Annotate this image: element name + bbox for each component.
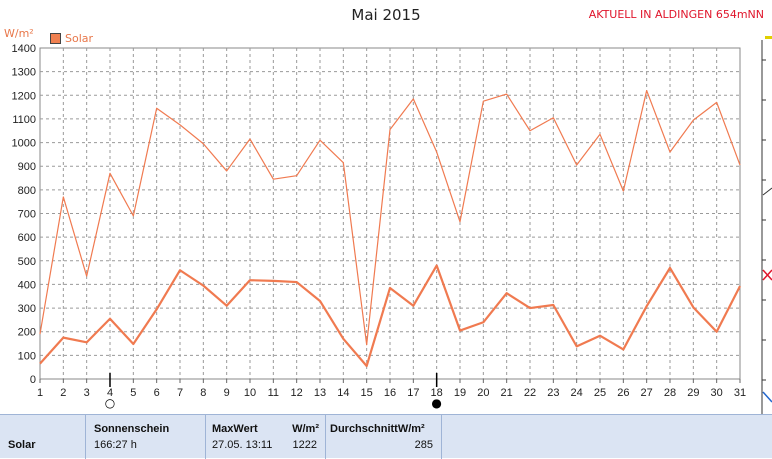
y-tick-label: 1400 [12,43,36,55]
max-value-cell: MaxWert W/m² 27.05. 13:11 1222 [206,415,326,459]
x-tick-label: 5 [130,387,136,399]
legend-label: Solar [65,32,94,45]
side-blue-mark [762,391,772,403]
y-tick-label: 500 [18,256,36,268]
x-tick-label: 19 [454,387,466,399]
chart-title: Mai 2015 [351,6,421,24]
y-tick-label: 400 [18,279,36,291]
series-line-1 [39,264,741,368]
x-tick-label: 20 [477,387,489,399]
stats-row-label-cell: Solar [0,415,86,459]
y-axis-unit: W/m² [4,27,34,40]
x-tick-label: 31 [734,387,746,399]
y-tick-label: 100 [18,350,36,362]
x-tick-label: 3 [84,387,90,399]
x-tick-label: 17 [407,387,419,399]
legend: Solar [50,32,93,45]
y-tick-label: 1200 [12,90,36,102]
x-tick-label: 26 [617,387,629,399]
x-tick-label: 24 [571,387,583,399]
x-tick-label: 13 [314,387,326,399]
x-tick-label: 27 [641,387,653,399]
x-tick-label: 1 [37,387,43,399]
x-tick-label: 21 [501,387,513,399]
x-tick-label: 9 [224,387,230,399]
y-tick-label: 700 [18,209,36,221]
average-header: DurchschnittW/m² [330,423,425,435]
y-tick-label: 800 [18,185,36,197]
stats-table: Solar Sonnenschein 166:27 h MaxWert W/m²… [0,414,772,459]
x-tick-label: 8 [200,387,206,399]
moon-phase-icon: ● [431,396,441,410]
stats-row-label: Solar [8,439,36,451]
x-tick-label: 16 [384,387,396,399]
x-tick-label: 12 [291,387,303,399]
sunshine-header: Sonnenschein [94,423,170,435]
x-tick-label: 4 [107,387,113,399]
x-tick-label: 29 [687,387,699,399]
x-tick-label: 11 [268,387,279,399]
y-tick-label: 0 [30,374,36,386]
y-tick-label: 300 [18,303,36,315]
moon-phase-icon: ○ [105,396,115,410]
max-value-unit: W/m² [292,423,319,435]
x-tick-label: 2 [60,387,66,399]
x-tick-label: 30 [711,387,723,399]
side-yellow-mark [765,36,772,39]
location-note: AKTUELL IN ALDINGEN 654mNN [588,8,764,21]
series-line-0 [39,89,741,346]
y-tick-label: 900 [18,161,36,173]
x-tick-label: 18 [431,387,443,399]
x-tick-label: 10 [244,387,256,399]
x-tick-label: 25 [594,387,606,399]
average-value: 285 [414,439,433,451]
x-tick-label: 23 [547,387,559,399]
y-tick-label: 1300 [12,67,36,79]
side-red-mark [762,269,772,281]
x-tick-label: 14 [337,387,349,399]
side-dark-mark [762,187,772,196]
x-tick-label: 7 [177,387,183,399]
legend-swatch [50,33,61,44]
x-tick-label: 15 [361,387,373,399]
average-cell: DurchschnittW/m² 285 [326,415,442,459]
x-tick-label: 28 [664,387,676,399]
y-tick-label: 1000 [12,138,36,150]
sunshine-cell: Sonnenschein 166:27 h [86,415,206,459]
max-value-date: 27.05. 13:11 [212,439,273,451]
sunshine-value: 166:27 h [94,439,137,451]
chart-area: 0 100 200 300 400 500 600 700 800 900 1000 1100 1200… [12,36,772,414]
y-tick-label: 200 [18,327,36,339]
y-tick-label: 600 [18,232,36,244]
y-tick-label: 1100 [12,114,36,126]
max-value-number: 1222 [292,439,317,451]
x-tick-label: 6 [154,387,160,399]
max-value-header: MaxWert [212,423,258,435]
x-tick-label: 22 [524,387,536,399]
